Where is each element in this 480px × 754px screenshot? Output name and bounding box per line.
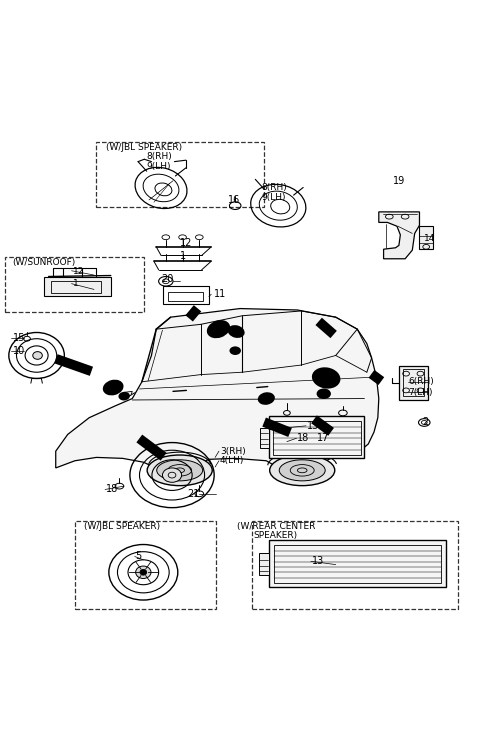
- Text: 14: 14: [424, 234, 436, 243]
- Bar: [399, 366, 428, 400]
- Text: (W/JBL SPEAKER): (W/JBL SPEAKER): [106, 143, 182, 152]
- Ellipse shape: [162, 468, 181, 483]
- Text: 17: 17: [317, 434, 329, 443]
- Bar: [51, 281, 101, 293]
- Bar: [96, 143, 264, 207]
- Bar: [274, 545, 441, 583]
- Bar: [420, 225, 433, 249]
- Ellipse shape: [33, 351, 42, 360]
- Bar: [168, 292, 203, 302]
- Text: 2: 2: [422, 418, 428, 428]
- Ellipse shape: [312, 367, 340, 388]
- Text: 18: 18: [106, 485, 118, 495]
- Text: 8(RH): 8(RH): [147, 152, 172, 161]
- Text: SPEAKER): SPEAKER): [254, 531, 298, 540]
- Bar: [252, 520, 458, 609]
- Polygon shape: [123, 391, 132, 400]
- Bar: [260, 428, 269, 448]
- Text: (W/JBL SPEAKER): (W/JBL SPEAKER): [84, 522, 161, 531]
- Text: 10: 10: [12, 345, 25, 356]
- Bar: [403, 369, 424, 396]
- Text: 4(LH): 4(LH): [220, 456, 244, 465]
- Text: 1: 1: [72, 279, 78, 288]
- Text: 3(RH): 3(RH): [220, 446, 246, 455]
- Text: 5: 5: [136, 551, 142, 562]
- Ellipse shape: [317, 388, 331, 399]
- Bar: [259, 553, 269, 575]
- Ellipse shape: [258, 392, 275, 405]
- Ellipse shape: [147, 455, 212, 486]
- Text: 13: 13: [307, 421, 319, 431]
- Text: 12: 12: [72, 267, 84, 276]
- Polygon shape: [56, 308, 379, 470]
- Text: 9(LH): 9(LH): [262, 193, 286, 202]
- Text: 18: 18: [298, 434, 310, 443]
- Text: 11: 11: [214, 290, 226, 299]
- Text: 21: 21: [187, 489, 200, 499]
- Text: (W/SUNROOF): (W/SUNROOF): [12, 259, 76, 268]
- Bar: [75, 520, 216, 609]
- Text: 13: 13: [312, 556, 324, 566]
- Bar: [269, 540, 446, 587]
- Ellipse shape: [140, 569, 147, 575]
- Text: 16: 16: [228, 195, 240, 205]
- Text: 9(LH): 9(LH): [147, 162, 171, 171]
- Ellipse shape: [207, 320, 230, 339]
- Text: 19: 19: [393, 176, 406, 185]
- Text: 12: 12: [180, 238, 192, 248]
- Ellipse shape: [270, 455, 335, 486]
- Ellipse shape: [136, 566, 151, 578]
- Ellipse shape: [279, 460, 325, 481]
- Polygon shape: [379, 212, 420, 259]
- Text: 6(RH): 6(RH): [408, 377, 434, 386]
- Ellipse shape: [119, 392, 130, 400]
- Ellipse shape: [103, 380, 123, 395]
- Text: 15: 15: [12, 333, 25, 343]
- Bar: [273, 421, 360, 455]
- Ellipse shape: [229, 346, 241, 355]
- Ellipse shape: [157, 460, 203, 481]
- Bar: [269, 416, 364, 458]
- Bar: [44, 277, 111, 296]
- Bar: [5, 257, 144, 312]
- Text: 20: 20: [161, 274, 173, 284]
- Bar: [163, 286, 209, 304]
- Text: 1: 1: [180, 251, 186, 261]
- Text: 7(LH): 7(LH): [408, 388, 433, 397]
- Text: (W/REAR CENTER: (W/REAR CENTER: [237, 522, 315, 531]
- Ellipse shape: [228, 325, 245, 338]
- Text: 8(RH): 8(RH): [262, 183, 288, 192]
